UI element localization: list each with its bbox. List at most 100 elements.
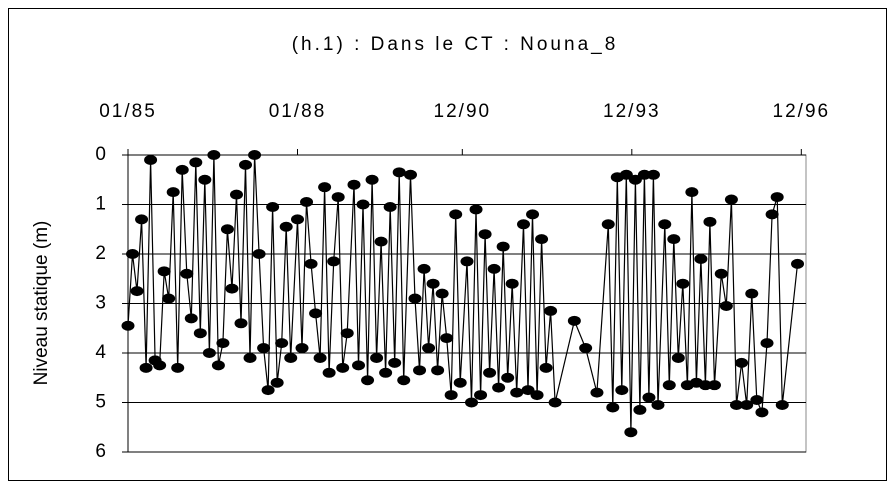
data-point bbox=[356, 199, 370, 210]
data-point bbox=[526, 209, 540, 220]
data-point bbox=[336, 362, 350, 373]
y-tick-label: 2 bbox=[95, 243, 106, 264]
data-point bbox=[270, 377, 284, 388]
data-point bbox=[162, 293, 176, 304]
data-point bbox=[510, 387, 524, 398]
x-tick-label: 12/90 bbox=[434, 101, 492, 122]
data-point bbox=[370, 352, 384, 363]
data-point bbox=[619, 169, 633, 180]
data-point bbox=[642, 392, 656, 403]
data-point bbox=[615, 385, 629, 396]
x-tick-label: 12/93 bbox=[603, 101, 661, 122]
data-point bbox=[444, 390, 458, 401]
data-point bbox=[211, 360, 225, 371]
data-point bbox=[130, 286, 144, 297]
data-point bbox=[465, 397, 479, 408]
data-point bbox=[202, 348, 216, 358]
series-line bbox=[127, 154, 799, 433]
data-point bbox=[207, 150, 221, 160]
data-point bbox=[651, 399, 665, 410]
data-point bbox=[216, 338, 230, 349]
data-point bbox=[365, 174, 379, 185]
data-point bbox=[539, 362, 553, 373]
data-point bbox=[266, 201, 280, 212]
data-point bbox=[291, 214, 304, 225]
y-tick-label: 0 bbox=[95, 144, 106, 165]
data-point bbox=[760, 338, 774, 349]
data-point bbox=[714, 268, 728, 279]
data-point bbox=[220, 224, 234, 235]
data-point bbox=[126, 249, 140, 259]
data-point bbox=[422, 343, 436, 354]
data-point bbox=[239, 159, 253, 170]
data-point bbox=[492, 382, 506, 393]
data-point bbox=[257, 343, 271, 354]
data-point bbox=[340, 328, 354, 339]
data-point bbox=[318, 182, 332, 193]
data-point bbox=[121, 320, 135, 331]
data-point bbox=[535, 234, 549, 245]
data-point bbox=[392, 167, 406, 178]
data-point bbox=[374, 236, 388, 247]
data-point bbox=[521, 385, 535, 396]
data-point bbox=[229, 189, 243, 200]
data-point bbox=[745, 288, 759, 299]
y-tick-label: 5 bbox=[95, 392, 106, 413]
data-point bbox=[404, 169, 417, 180]
data-point bbox=[606, 402, 620, 413]
data-point bbox=[775, 399, 789, 410]
data-point bbox=[397, 375, 411, 386]
data-point bbox=[426, 278, 440, 289]
data-point bbox=[248, 150, 262, 160]
y-axis-title: Niveau statique (m) bbox=[31, 221, 52, 386]
data-point bbox=[544, 305, 558, 316]
data-point bbox=[144, 154, 158, 165]
data-point bbox=[487, 263, 501, 274]
data-point bbox=[637, 169, 651, 180]
data-point bbox=[517, 219, 530, 230]
data-point bbox=[284, 352, 298, 363]
data-point bbox=[667, 234, 681, 245]
data-point bbox=[304, 258, 318, 269]
data-point bbox=[478, 229, 492, 240]
data-point bbox=[184, 313, 198, 324]
data-point bbox=[198, 174, 212, 185]
data-point bbox=[300, 197, 314, 208]
data-point bbox=[275, 338, 289, 349]
data-point bbox=[567, 315, 581, 326]
data-point bbox=[601, 219, 615, 230]
data-point bbox=[707, 380, 721, 391]
data-point bbox=[750, 395, 764, 406]
data-point bbox=[361, 375, 375, 386]
data-point bbox=[440, 333, 454, 344]
data-point bbox=[755, 407, 769, 418]
data-point bbox=[193, 328, 207, 339]
data-point bbox=[628, 174, 642, 185]
data-point bbox=[417, 263, 431, 274]
data-point bbox=[379, 367, 393, 378]
data-point bbox=[469, 204, 483, 215]
data-point bbox=[703, 216, 717, 227]
data-point bbox=[388, 357, 402, 368]
data-point bbox=[530, 390, 544, 401]
data-point bbox=[735, 357, 749, 368]
data-point bbox=[694, 253, 708, 264]
data-point bbox=[435, 288, 449, 299]
data-point bbox=[676, 278, 690, 289]
data-point bbox=[431, 365, 445, 376]
data-point bbox=[453, 377, 467, 388]
data-point bbox=[658, 219, 672, 230]
data-point bbox=[175, 164, 189, 175]
data-point bbox=[698, 380, 712, 391]
data-point bbox=[770, 192, 784, 203]
x-tick-label: 01/88 bbox=[269, 101, 327, 122]
data-point bbox=[671, 352, 685, 363]
y-tick-label: 4 bbox=[95, 342, 106, 363]
data-point bbox=[474, 390, 488, 401]
data-point bbox=[135, 214, 149, 225]
data-point bbox=[579, 343, 593, 354]
data-point bbox=[180, 268, 194, 279]
data-point bbox=[662, 380, 676, 391]
data-point bbox=[261, 385, 275, 396]
